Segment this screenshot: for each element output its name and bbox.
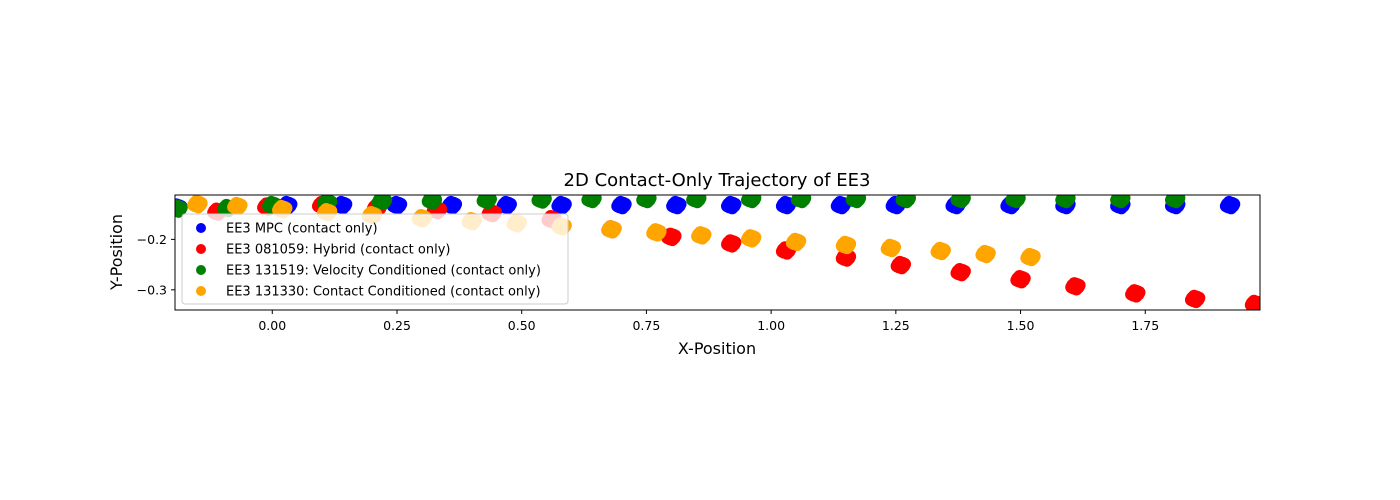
data-point [880,238,902,258]
data-point [551,195,572,215]
x-tick-label: 1.00 [757,318,785,333]
legend-entry: EE3 MPC (contact only) [196,222,378,237]
x-tick-label: 0.25 [383,318,411,333]
data-point [1164,195,1186,209]
data-point [1065,277,1086,296]
x-axis: 0.00 0.25 0.50 0.75 1.00 1.25 1.50 1.75 [258,310,1159,333]
legend-label: EE3 081059: Hybrid (contact only) [226,243,450,258]
data-point [371,195,393,211]
legend-entry: EE3 131519: Velocity Conditioned (contac… [196,264,541,279]
data-point [790,195,812,209]
data-point [601,220,622,239]
data-point [666,195,687,215]
legend-entry: EE3 081059: Hybrid (contact only) [196,243,450,258]
data-point [227,196,248,216]
data-point [975,244,996,264]
legend-label: EE3 MPC (contact only) [226,222,378,237]
data-point [930,241,951,261]
x-tick-label: 0.50 [508,318,536,333]
data-point [1244,294,1260,310]
data-point [636,195,657,209]
legend-marker [196,286,206,296]
data-point [950,262,971,282]
data-point [1110,195,1131,209]
data-point [581,195,602,209]
legend-marker [196,244,206,254]
data-point [740,195,762,209]
data-point [721,195,742,215]
data-point [691,226,712,245]
data-point [1020,247,1041,267]
y-tick-label: −0.3 [137,282,167,297]
x-axis-label: X-Position [678,339,756,358]
data-point [1125,284,1146,303]
points-layer [175,195,1260,310]
x-tick-label: 1.50 [1007,318,1035,333]
y-axis-label: Y-Position [107,214,126,291]
legend-marker [196,223,206,233]
x-tick-label: 0.75 [632,318,660,333]
data-point [835,235,857,255]
legend-entry: EE3 131330: Contact Conditioned (contact… [196,285,541,300]
legend-label: EE3 131330: Contact Conditioned (contact… [226,285,541,300]
data-point [331,195,353,215]
data-point [611,195,632,215]
data-point [895,195,917,209]
data-point [496,195,517,215]
data-point [721,234,742,253]
chart-title: 2D Contact-Only Trajectory of EE3 [564,170,871,191]
legend: EE3 MPC (contact only) EE3 081059: Hybrid… [181,213,569,305]
data-point [476,195,497,210]
legend-box [181,213,569,305]
data-point [646,223,667,242]
x-tick-label: 1.75 [1131,318,1159,333]
x-tick-label: 1.25 [882,318,910,333]
data-point [686,195,707,209]
data-point [1010,270,1031,289]
plot-area [174,194,1261,311]
x-tick-label: 0.00 [258,318,286,333]
y-axis: −0.2 −0.3 [137,232,175,297]
data-point [1184,289,1206,309]
data-point [1219,195,1241,215]
plot-frame [174,194,1261,311]
data-point [775,241,797,260]
y-tick-label: −0.2 [137,232,167,247]
data-point [531,195,552,209]
data-point [1055,195,1076,209]
data-point [785,232,807,252]
data-point [175,199,188,218]
legend-marker [196,265,206,275]
data-point [740,229,762,248]
data-point [845,195,867,209]
data-point [950,195,971,209]
data-point [421,195,443,210]
legend-label: EE3 131519: Velocity Conditioned (contac… [226,264,541,279]
data-point [1005,195,1026,209]
data-point [187,195,208,214]
data-point [890,255,912,275]
